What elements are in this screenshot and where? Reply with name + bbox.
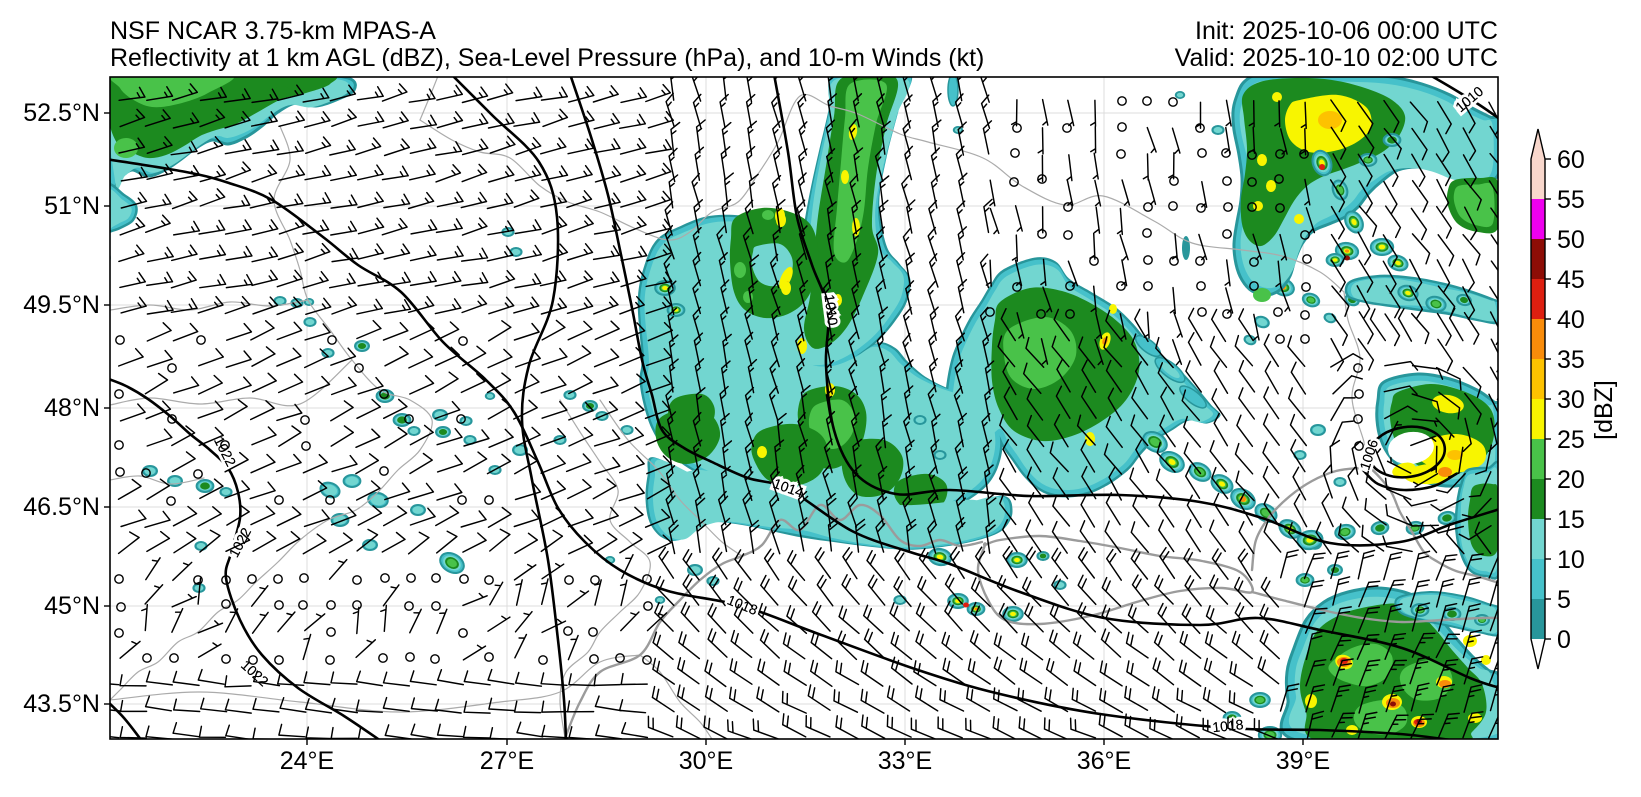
svg-text:33°E: 33°E xyxy=(878,747,932,775)
svg-text:39°E: 39°E xyxy=(1276,747,1330,775)
svg-text:50: 50 xyxy=(1557,226,1585,254)
svg-text:25: 25 xyxy=(1557,426,1585,454)
svg-text:52.5°N: 52.5°N xyxy=(23,99,100,127)
svg-text:60: 60 xyxy=(1557,146,1585,174)
svg-text:49.5°N: 49.5°N xyxy=(23,291,100,319)
svg-text:24°E: 24°E xyxy=(280,747,334,775)
svg-text:[dBZ]: [dBZ] xyxy=(1590,380,1618,440)
svg-text:45°N: 45°N xyxy=(44,592,100,620)
svg-text:48°N: 48°N xyxy=(44,394,100,422)
svg-text:30°E: 30°E xyxy=(679,747,733,775)
svg-text:55: 55 xyxy=(1557,186,1585,214)
svg-text:46.5°N: 46.5°N xyxy=(23,493,100,521)
svg-text:NSF NCAR 3.75-km MPAS-A: NSF NCAR 3.75-km MPAS-A xyxy=(110,17,436,45)
svg-text:40: 40 xyxy=(1557,306,1585,334)
svg-text:0: 0 xyxy=(1557,626,1571,654)
svg-text:45: 45 xyxy=(1557,266,1585,294)
svg-text:43.5°N: 43.5°N xyxy=(23,690,100,718)
svg-text:10: 10 xyxy=(1557,546,1585,574)
svg-text:20: 20 xyxy=(1557,466,1585,494)
svg-text:Init: 2025-10-06 00:00 UTC: Init: 2025-10-06 00:00 UTC xyxy=(1195,17,1498,45)
svg-text:15: 15 xyxy=(1557,506,1585,534)
svg-text:30: 30 xyxy=(1557,386,1585,414)
svg-text:Valid: 2025-10-10 02:00 UTC: Valid: 2025-10-10 02:00 UTC xyxy=(1175,44,1498,72)
svg-text:51°N: 51°N xyxy=(44,192,100,220)
svg-text:36°E: 36°E xyxy=(1077,747,1131,775)
svg-text:35: 35 xyxy=(1557,346,1585,374)
svg-text:Reflectivity at 1 km AGL (dBZ): Reflectivity at 1 km AGL (dBZ), Sea-Leve… xyxy=(110,44,984,72)
svg-text:27°E: 27°E xyxy=(480,747,534,775)
svg-text:5: 5 xyxy=(1557,586,1571,614)
